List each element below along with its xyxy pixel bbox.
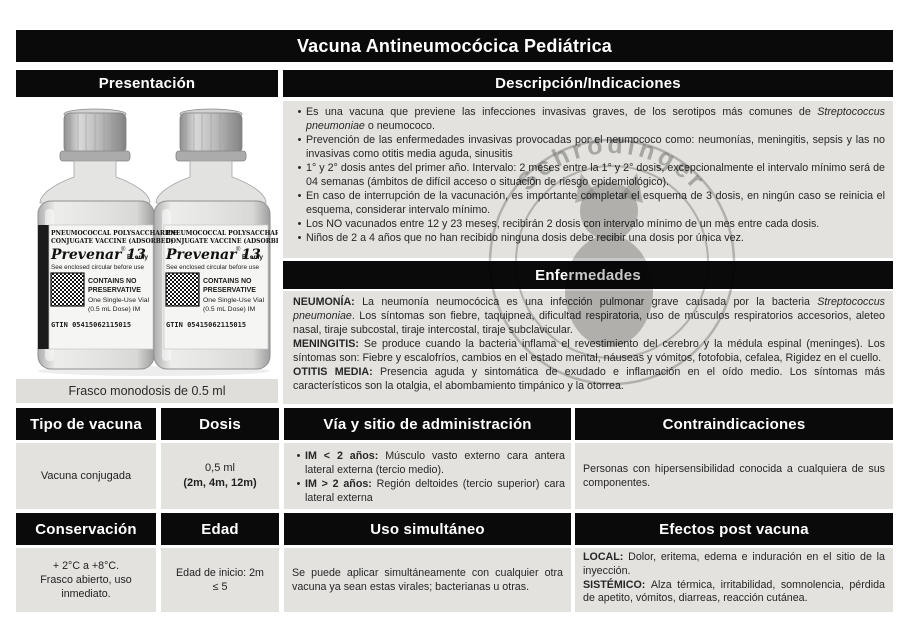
- contraindicaciones-text: Personas con hipersensibilidad conocida …: [583, 463, 885, 489]
- vial-label-text: PNEUMOCOCCAL POLYSACCHARIDE CONJUGATE VA…: [165, 230, 293, 329]
- uso-simultaneo-text: Se puede aplicar simultáneamente con cua…: [292, 567, 563, 593]
- bullet-marker: •: [297, 232, 302, 244]
- cell-contraindicaciones: Personas con hipersensibilidad conocida …: [575, 443, 893, 509]
- label-rx: ℞ only: [242, 253, 263, 261]
- header-uso-simultaneo: Uso simultáneo: [284, 513, 571, 545]
- bullet-item: • Los NO vacunados entre 12 y 23 meses, r…: [293, 217, 885, 231]
- label-contains2: PRESERVATIVE: [203, 287, 256, 294]
- diseases-text: NEUMONÍA: La neumonía neumocócica es una…: [283, 291, 893, 404]
- label-line2: CONJUGATE VACCINE (ADSORBED): [166, 238, 278, 245]
- label-line1: PNEUMOCOCCAL POLYSACCHARIDE: [51, 230, 178, 237]
- bullet-item: • IM < 2 años: Músculo vasto externo cara…: [292, 449, 565, 477]
- vial-neck: [155, 160, 267, 204]
- header-edad: Edad: [161, 513, 279, 545]
- page-title: Vacuna Antineumocócica Pediátrica: [16, 30, 893, 62]
- cell-conservacion: + 2°C a +8°C. Frasco abierto, uso inmediat…: [16, 548, 156, 612]
- bullet-text: IM > 2 años: Región deltoides (tercio su…: [305, 478, 565, 504]
- cell-tipo-vacuna: Vacuna conjugada: [16, 443, 156, 509]
- vial-cap-flange: [175, 150, 247, 162]
- cap-ridges: [185, 114, 237, 153]
- label-registered-icon: ®: [121, 246, 126, 253]
- label-dose: (0.5 mL Dose) IM: [203, 306, 256, 313]
- label-dose: (0.5 mL Dose) IM: [88, 306, 141, 313]
- header-conservacion: Conservación: [16, 513, 156, 545]
- bullet-text: Niños de 2 a 4 años que no han recibido …: [306, 232, 744, 244]
- disease-otitis: OTITIS MEDIA: Presencia aguda y sintomát…: [293, 366, 885, 392]
- disease-meningitis: MENINGITIS: Se produce cuando la bacteri…: [293, 338, 885, 364]
- label-circular: See enclosed circular before use: [166, 264, 260, 271]
- label-gtin: GTIN 05415062115015: [51, 321, 131, 329]
- label-contains1: CONTAINS NO: [88, 278, 137, 285]
- label-gtin: GTIN 05415062115015: [166, 321, 246, 329]
- bullet-item: • 1° y 2° dosis antes del primer año. Int…: [293, 161, 885, 189]
- photo-caption: Frasco monodosis de 0.5 ml: [16, 379, 278, 403]
- bullet-item: • En caso de interrupción de la vacunació…: [293, 189, 885, 217]
- vials-illustration: PNEUMOCOCCAL POLYSACCHARIDE CONJUGATE VA…: [37, 108, 293, 376]
- cell-edad: Edad de inicio: 2m ≤ 5: [161, 548, 279, 612]
- bullet-item: • Niños de 2 a 4 años que no han recibido…: [293, 231, 885, 245]
- label-dark-wrap: [38, 225, 50, 349]
- bullet-text: En caso de interrupción de la vacunación…: [306, 190, 885, 216]
- vial-photo: PNEUMOCOCCAL POLYSACCHARIDE CONJUGATE VA…: [16, 101, 293, 377]
- header-efectos-post-vacuna: Efectos post vacuna: [575, 513, 893, 545]
- label-line2: CONJUGATE VACCINE (ADSORBED): [51, 238, 174, 245]
- label-contains2: PRESERVATIVE: [88, 287, 141, 294]
- bullet-item: • Es una vacuna que previene las infeccio…: [293, 105, 885, 133]
- efectos-sistemico: SISTÉMICO: Alza térmica, irritabilidad, …: [583, 578, 885, 605]
- label-registered-icon: ®: [236, 246, 241, 253]
- label-single-use: One Single-Use Vial: [203, 297, 265, 304]
- cell-dosis: 0,5 ml (2m, 4m, 12m): [161, 443, 279, 509]
- label-single-use: One Single-Use Vial: [88, 297, 150, 304]
- bullet-marker: •: [296, 450, 301, 462]
- bullet-marker: •: [297, 106, 302, 118]
- bullet-item: • Prevención de las enfermedades invasiva…: [293, 133, 885, 161]
- bullet-text: IM < 2 años: Músculo vasto externo cara …: [305, 450, 565, 476]
- presentation-header: Presentación: [16, 70, 278, 97]
- description-header: Descripción/Indicaciones: [283, 70, 893, 97]
- bullet-marker: •: [297, 190, 302, 202]
- label-line1: PNEUMOCOCCAL POLYSACCHARIDE: [166, 230, 278, 237]
- bullet-marker: •: [297, 162, 302, 174]
- vial-right: PNEUMOCOCCAL POLYSACCHARIDE CONJUGATE VA…: [153, 108, 293, 370]
- efectos-local: LOCAL: Dolor, eritema, edema e induració…: [583, 551, 885, 577]
- vial-left: PNEUMOCOCCAL POLYSACCHARIDE CONJUGATE VA…: [37, 108, 178, 370]
- bullet-text: Prevención de las enfermedades invasivas…: [306, 134, 885, 160]
- label-brand: Prevenar 13: [165, 247, 261, 263]
- cell-via-administracion: • IM < 2 años: Músculo vasto externo cara…: [284, 443, 571, 509]
- dosis-schedule: (2m, 4m, 12m): [183, 477, 257, 489]
- bullet-text: 1° y 2° dosis antes del primer año. Inte…: [306, 162, 885, 188]
- vial-neck: [39, 160, 151, 204]
- bullet-marker: •: [296, 478, 301, 490]
- header-tipo-vacuna: Tipo de vacuna: [16, 408, 156, 440]
- header-via-administracion: Vía y sitio de administración: [284, 408, 571, 440]
- header-dosis: Dosis: [161, 408, 279, 440]
- vial-cap-flange: [59, 150, 131, 162]
- label-circular: See enclosed circular before use: [51, 264, 145, 271]
- label-contains1: CONTAINS NO: [203, 278, 252, 285]
- bullet-text: Es una vacuna que previene las infeccion…: [306, 106, 885, 132]
- bullet-marker: •: [297, 218, 302, 230]
- bullet-marker: •: [297, 134, 302, 146]
- description-bullets: • Es una vacuna que previene las infeccio…: [283, 101, 893, 258]
- cap-ridges: [69, 114, 121, 153]
- cell-efectos-post-vacuna: LOCAL: Dolor, eritema, edema e induració…: [575, 548, 893, 612]
- datamatrix-icon: [50, 272, 85, 307]
- cell-uso-simultaneo: Se puede aplicar simultáneamente con cua…: [284, 548, 571, 612]
- bullet-text: Los NO vacunados entre 12 y 23 meses, re…: [306, 218, 820, 230]
- label-rx: ℞ only: [127, 253, 148, 261]
- dosis-amount: 0,5 ml: [205, 462, 235, 474]
- bullet-item: • IM > 2 años: Región deltoides (tercio s…: [292, 477, 565, 505]
- vial-label-text: PNEUMOCOCCAL POLYSACCHARIDE CONJUGATE VA…: [50, 230, 178, 329]
- label-brand: Prevenar 13: [50, 247, 146, 263]
- diseases-header: Enfermedades: [283, 261, 893, 289]
- header-contraindicaciones: Contraindicaciones: [575, 408, 893, 440]
- datamatrix-icon: [165, 272, 200, 307]
- disease-neumonia: NEUMONÍA: La neumonía neumocócica es una…: [293, 296, 886, 336]
